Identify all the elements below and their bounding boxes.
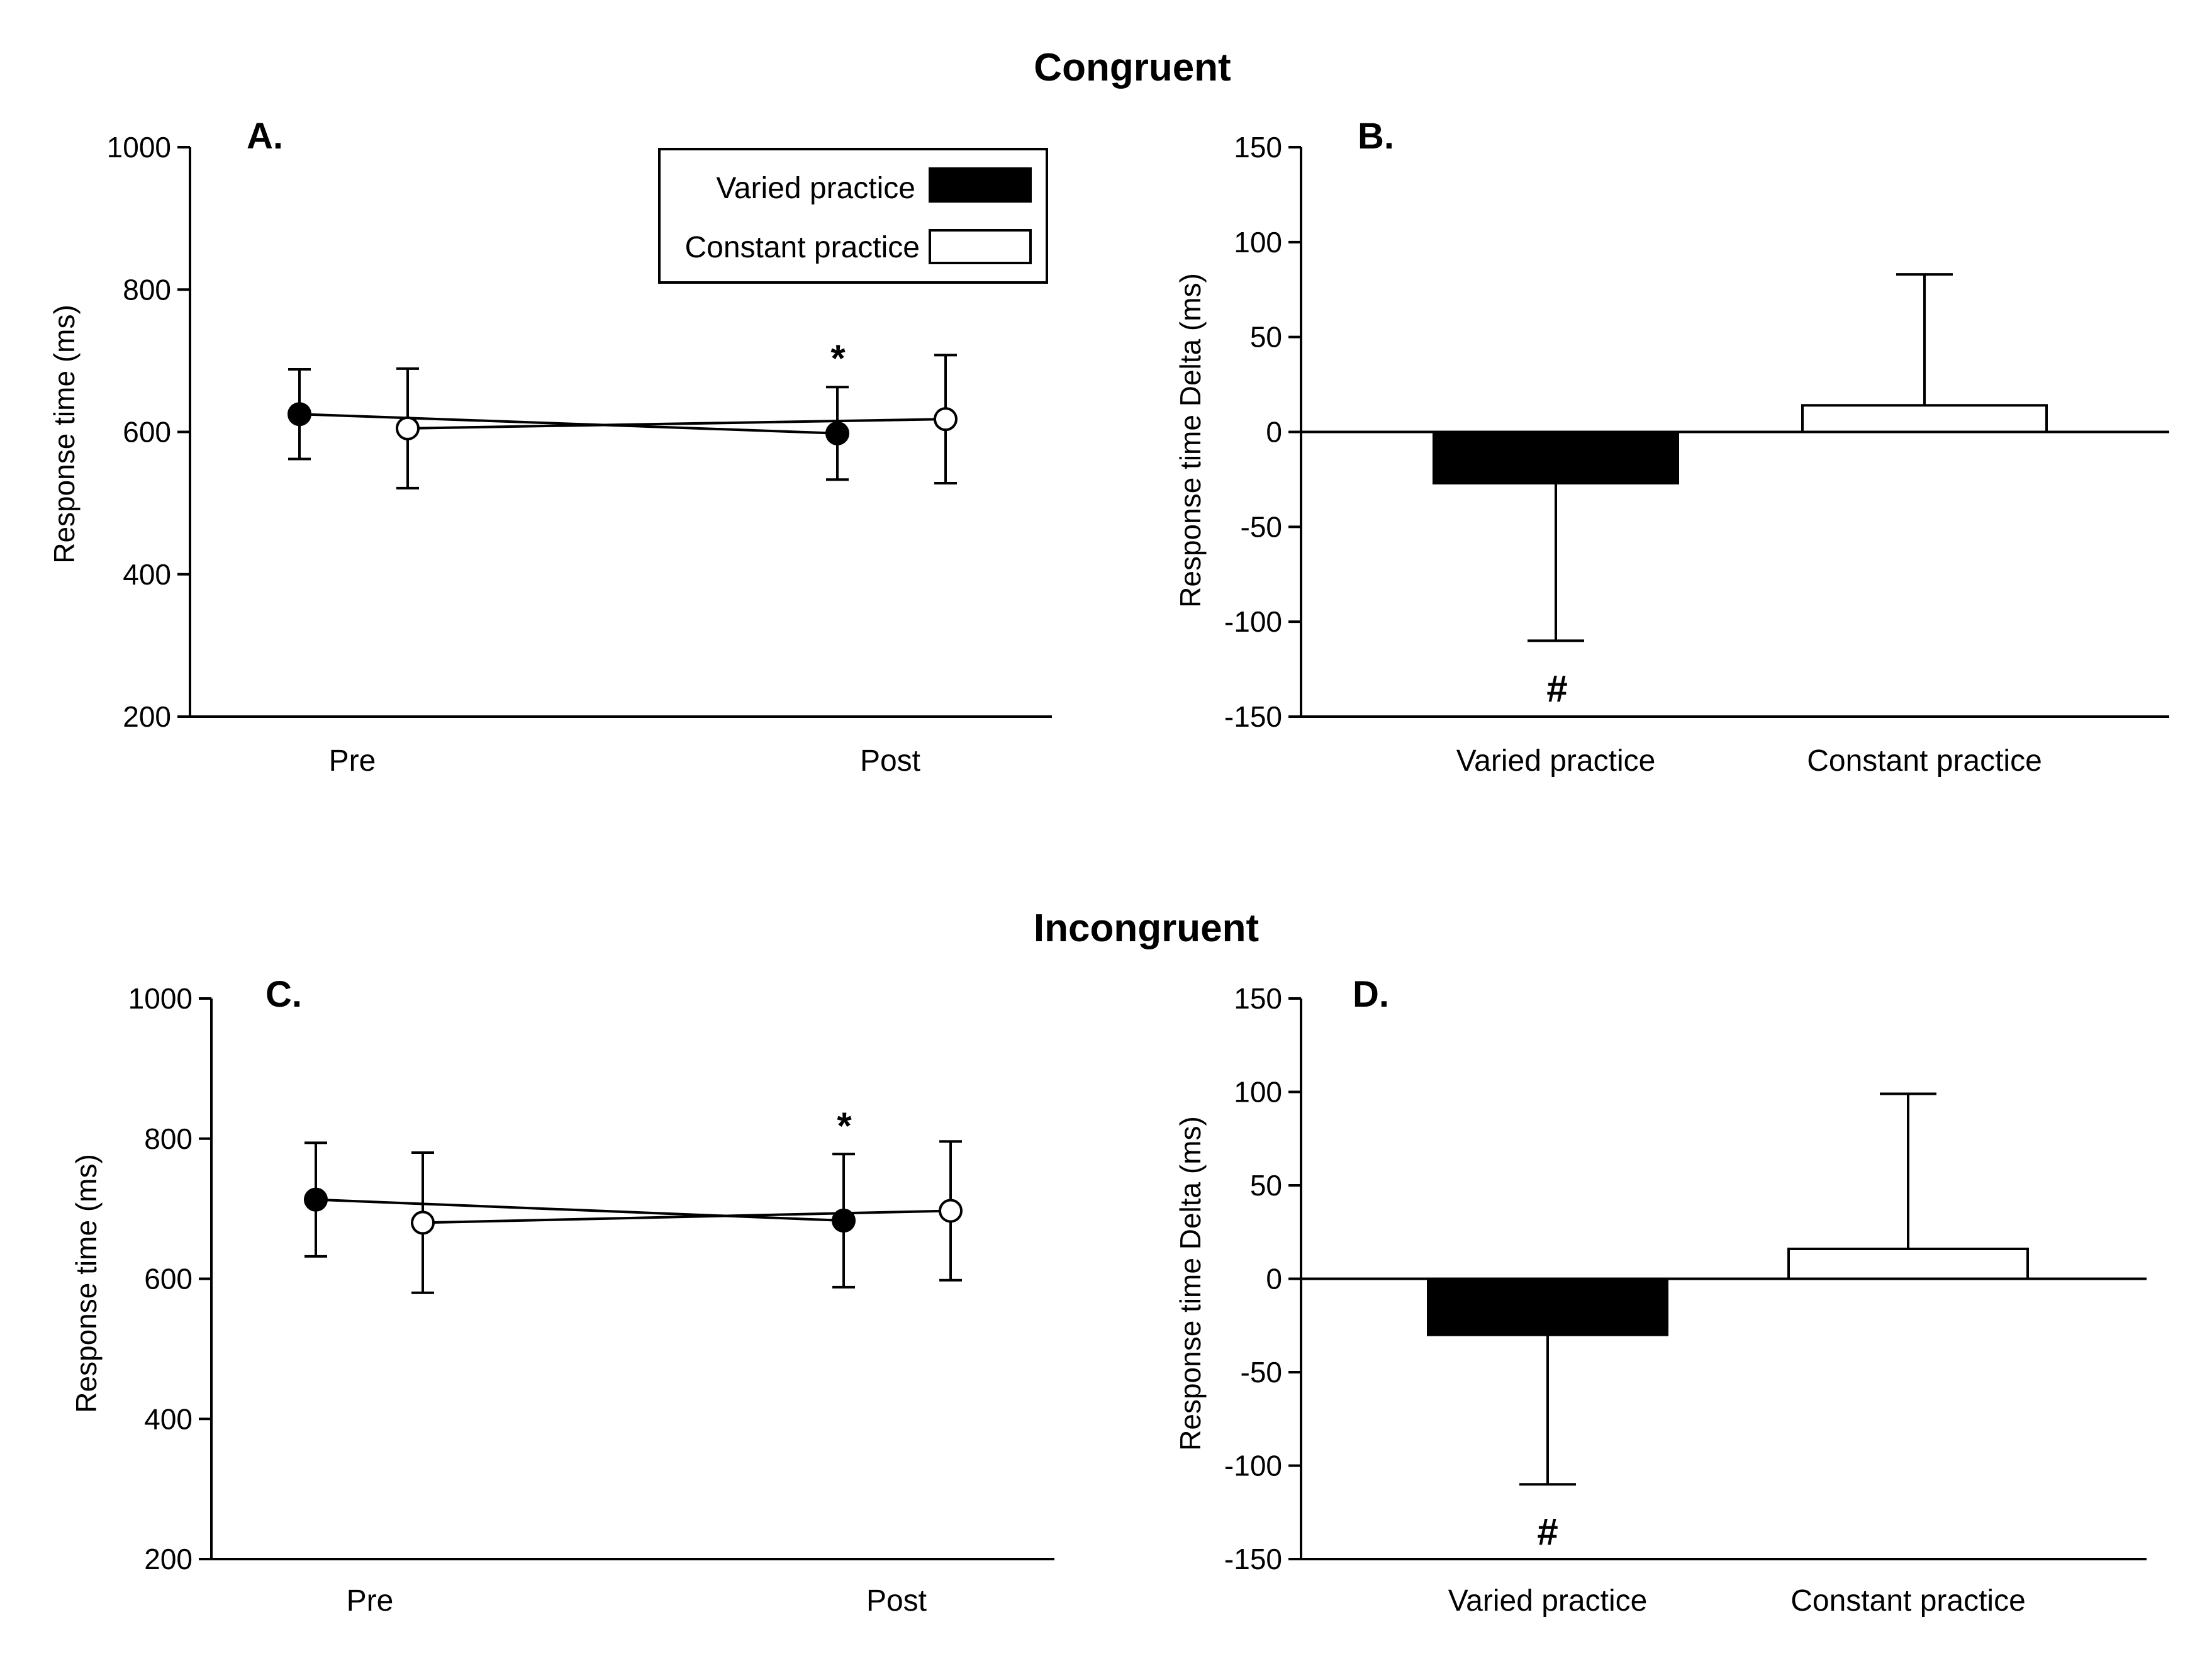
panel-c-x-tick-post: Post <box>866 1584 927 1618</box>
panel-a-x-tick-post: Post <box>860 744 920 778</box>
panel-d-y-tick-label: 150 <box>1234 982 1282 1015</box>
panel-b-y-axis-title: Response time Delta (ms) <box>1174 273 1207 608</box>
panel-a-y-tick-label: 1000 <box>107 131 171 164</box>
legend-entry-varied-practice: Varied practice <box>716 172 915 205</box>
panel-a-y-axis-title: Response time (ms) <box>48 305 81 564</box>
panel-c-series-line-varied-practice <box>315 1198 844 1222</box>
panel-b-significance-hash: # <box>1546 668 1567 710</box>
panel-c-y-tick-label: 200 <box>144 1543 193 1575</box>
panel-b-y-tick-label: 150 <box>1234 131 1282 164</box>
panel-d-y-tick-label: 0 <box>1266 1263 1282 1295</box>
legend: Varied practice Constant practice <box>658 148 1048 284</box>
panel-a-x-tick-pre: Pre <box>329 744 376 778</box>
panel-b-y-tick-label: 0 <box>1266 416 1282 449</box>
panel-d-significance-hash: # <box>1537 1511 1558 1553</box>
panel-b-bar-constant-practice <box>1801 404 2048 433</box>
panel-d-y-tick-label: -100 <box>1224 1450 1282 1482</box>
panel-b-label: B. <box>1358 116 1394 157</box>
panel-a-significance-star: * <box>830 337 846 379</box>
panel-a-y-tick-label: 200 <box>123 700 171 733</box>
panel-d-y-tick-label: 100 <box>1234 1076 1282 1109</box>
panel-a: 200 400 600 800 1000 A. Response time (ms) P… <box>48 116 1052 778</box>
panel-c-x-tick-pre: Pre <box>347 1584 394 1618</box>
panel-d-plot: -150 -100 -50 0 50 100 150 <box>1224 982 2147 1575</box>
panel-d-x-tick-constant-practice: Constant practice <box>1790 1584 2026 1618</box>
panel-a-point-varied-practice-post <box>825 421 849 445</box>
panel-a-y-tick-label: 600 <box>123 416 171 449</box>
panel-b-y-tick-label: 50 <box>1250 321 1282 354</box>
panel-a-label: A. <box>247 116 283 157</box>
panel-d-label: D. <box>1353 974 1389 1015</box>
legend-entry-constant-practice: Constant practice <box>684 231 920 264</box>
panel-c-significance-star: * <box>837 1105 852 1147</box>
panel-c-point-varied-practice-pre <box>304 1187 328 1212</box>
panel-a-point-varied-practice-pre <box>288 402 311 427</box>
panel-b-y-tick-label: -150 <box>1224 700 1282 733</box>
panel-b-y-tick-label: 100 <box>1234 226 1282 259</box>
panel-a-y-tick-label: 400 <box>123 558 171 591</box>
panel-b-x-tick-constant-practice: Constant practice <box>1807 744 2042 778</box>
panel-b-plot: -150 -100 -50 0 50 100 150 <box>1224 131 2169 733</box>
panel-c-y-axis-title: Response time (ms) <box>70 1154 103 1413</box>
legend-swatch-constant-practice <box>929 229 1032 264</box>
panel-c-y-tick-label: 400 <box>144 1402 193 1435</box>
panel-c-y-tick-label: 800 <box>144 1122 193 1155</box>
panel-d-y-tick-label: 50 <box>1250 1169 1282 1202</box>
panel-c-y-tick-label: 1000 <box>128 982 193 1015</box>
panel-b: -150 -100 -50 0 50 100 150 B. Response time De… <box>1174 116 2169 778</box>
panel-b-x-tick-varied-practice: Varied practice <box>1456 744 1656 778</box>
panel-c-point-varied-practice-post <box>832 1209 856 1233</box>
panel-d-x-tick-varied-practice: Varied practice <box>1448 1584 1648 1618</box>
panel-d-bar-varied-practice <box>1427 1277 1668 1336</box>
panel-d-y-axis-title: Response time Delta (ms) <box>1174 1116 1207 1451</box>
panel-c-y-tick-label: 600 <box>144 1263 193 1295</box>
panel-c-label: C. <box>265 974 302 1015</box>
panel-a-point-constant-practice-pre <box>396 416 420 440</box>
section-title-incongruent: Incongruent <box>1034 907 1259 950</box>
panel-a-series-line-constant-practice <box>407 418 946 430</box>
panel-d-y-tick-label: -150 <box>1224 1543 1282 1575</box>
panel-d-y-tick-label: -50 <box>1241 1356 1282 1389</box>
panel-a-series-line-varied-practice <box>299 413 838 435</box>
panel-d: -150 -100 -50 0 50 100 150 D. Response time De… <box>1174 974 2147 1618</box>
panel-c-point-constant-practice-pre <box>411 1211 435 1235</box>
panel-a-plot: 200 400 600 800 1000 <box>107 131 1052 733</box>
section-title-congruent: Congruent <box>1034 46 1231 89</box>
panel-c: 200 400 600 800 1000 C. Response time (ms) P… <box>70 974 1054 1618</box>
panel-b-bar-varied-practice <box>1433 430 1679 484</box>
panel-d-bar-constant-practice <box>1787 1247 2029 1280</box>
panel-b-y-tick-label: -100 <box>1224 605 1282 638</box>
panel-a-y-tick-label: 800 <box>123 273 171 306</box>
panel-c-series-line-constant-practice <box>422 1209 951 1224</box>
legend-swatch-varied-practice <box>929 167 1032 203</box>
panel-c-plot: 200 400 600 800 1000 <box>128 982 1054 1575</box>
panel-a-point-constant-practice-post <box>934 407 958 432</box>
panel-b-y-tick-label: -50 <box>1241 510 1282 543</box>
panel-c-point-constant-practice-post <box>939 1199 963 1223</box>
